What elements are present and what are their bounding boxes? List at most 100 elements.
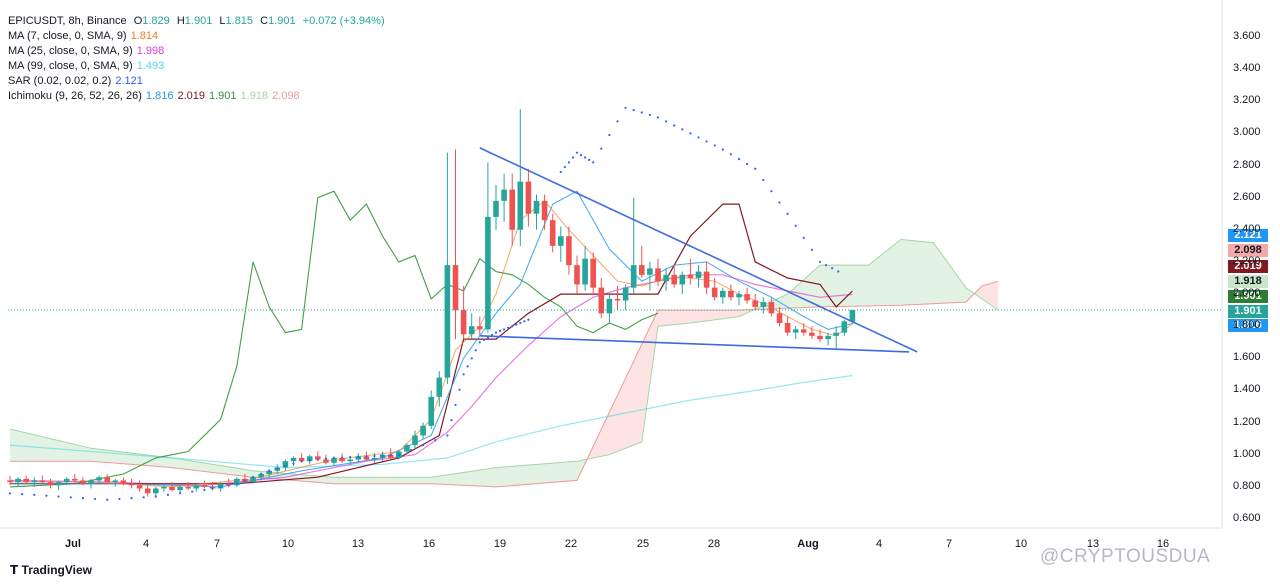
candle-body [404, 445, 410, 452]
x-tick-label: 10 [281, 538, 295, 550]
sar-dot [93, 497, 97, 501]
indicator-value: 1.814 [130, 30, 159, 42]
sar-dot [409, 448, 413, 452]
sar-dot [260, 472, 263, 476]
candle-body [136, 485, 143, 489]
sar-dot [608, 133, 611, 137]
x-tick-label: 4 [142, 538, 150, 550]
low-label: L [219, 15, 226, 27]
indicator-label: Ichimoku (9, 26, 52, 26, 26) [8, 90, 142, 102]
candle-body [849, 309, 856, 322]
sar-dot [474, 349, 477, 352]
x-tick-label: 16 [1156, 538, 1170, 550]
sar-dot [737, 158, 741, 161]
candle-body [153, 488, 159, 494]
trendline [479, 147, 918, 353]
candle-body [331, 457, 337, 463]
candle-body [736, 294, 742, 298]
trendline [479, 335, 910, 353]
candle-body [39, 480, 46, 483]
sar-dot [470, 357, 473, 360]
indicator-row[interactable]: MA (7, close, 0, SMA, 9) 1.814 [8, 29, 385, 44]
indicator-label: MA (25, close, 0, SMA, 9) [8, 45, 133, 57]
candle-body [809, 332, 815, 336]
indicator-value: 2.121 [115, 75, 143, 87]
sar-dot [640, 111, 643, 114]
sar-dot [567, 161, 571, 164]
candle-body [468, 326, 475, 335]
indicator-value: 1.998 [136, 45, 165, 57]
candle-body [323, 459, 329, 463]
sar-dot [571, 156, 575, 159]
sar-dot [106, 498, 109, 501]
tradingview-logo-icon: 𝗧 [10, 563, 19, 577]
sar-dot [268, 469, 271, 472]
candle-body [655, 268, 661, 282]
sar-dot [466, 365, 469, 368]
high-value: 1.901 [184, 15, 213, 27]
candle-body [647, 268, 653, 275]
candle-body [47, 482, 54, 486]
indicator-label: SAR (0.02, 0.02, 0.2) [8, 75, 112, 87]
candle-body [7, 480, 13, 483]
sar-dot [527, 318, 530, 321]
y-tick-label: 3.600 [1233, 30, 1261, 42]
sar-dot [705, 140, 708, 143]
sar-dot [559, 170, 562, 174]
open-label: O [133, 15, 143, 27]
candle-body [801, 329, 807, 333]
candle-body [841, 321, 848, 333]
candle-body [558, 236, 564, 246]
indicator-row[interactable]: SAR (0.02, 0.02, 0.2) 2.121 [8, 74, 385, 89]
sar-dot [511, 325, 514, 328]
indicator-row[interactable]: Ichimoku (9, 26, 52, 26, 26) 1.816 2.019 1.… [8, 89, 385, 104]
sar-dot [292, 462, 295, 465]
candle-body [590, 258, 596, 288]
senkou-span-b-line [10, 280, 999, 488]
sar-dot [588, 158, 591, 162]
sar-dot [507, 326, 510, 329]
sar-dot [21, 492, 24, 496]
x-tick-label: 4 [875, 538, 883, 550]
candle-body [671, 274, 677, 285]
sar-dot [697, 136, 700, 139]
tradingview-logo[interactable]: 𝗧 TradingView [10, 563, 92, 577]
sar-dot [450, 419, 453, 422]
sar-dot [563, 166, 566, 169]
sar-dot [191, 490, 194, 493]
sar-dot [515, 323, 518, 326]
candle-body [630, 265, 637, 288]
sar-dot [357, 455, 360, 458]
candle-body [728, 290, 734, 298]
candle-body [177, 486, 183, 491]
y-tick-label: 3.200 [1233, 94, 1261, 107]
candle-body [169, 486, 175, 491]
candle-body [525, 181, 532, 214]
price-tag: 2.098 [1228, 244, 1268, 257]
sar-dot [786, 212, 789, 215]
sar-dot [673, 124, 676, 127]
candle-body [711, 287, 718, 298]
candle-body [371, 457, 378, 460]
candle-body [720, 290, 726, 298]
candle-body [250, 477, 256, 483]
indicator-row[interactable]: MA (99, close, 0, SMA, 9) 1.493 [8, 59, 385, 74]
indicator-row[interactable]: MA (25, close, 0, SMA, 9) 1.998 [8, 44, 385, 59]
y-tick-label: 1.600 [1233, 351, 1261, 364]
candle-body [760, 302, 767, 307]
sar-dot [118, 497, 121, 501]
sar-dot [656, 116, 660, 119]
sar-dot [81, 497, 84, 500]
candle-body [112, 480, 119, 483]
watermark: @CRYPTOUSDUA [1040, 546, 1210, 568]
sar-dot [778, 201, 781, 204]
candle-body [509, 189, 515, 230]
candle-body [144, 488, 151, 494]
candle-body [776, 313, 783, 323]
sar-dot [624, 106, 627, 109]
sar-dot [365, 455, 368, 458]
sar-dot [794, 224, 797, 227]
sar-dot [57, 495, 60, 498]
open-value: 1.829 [142, 15, 170, 27]
